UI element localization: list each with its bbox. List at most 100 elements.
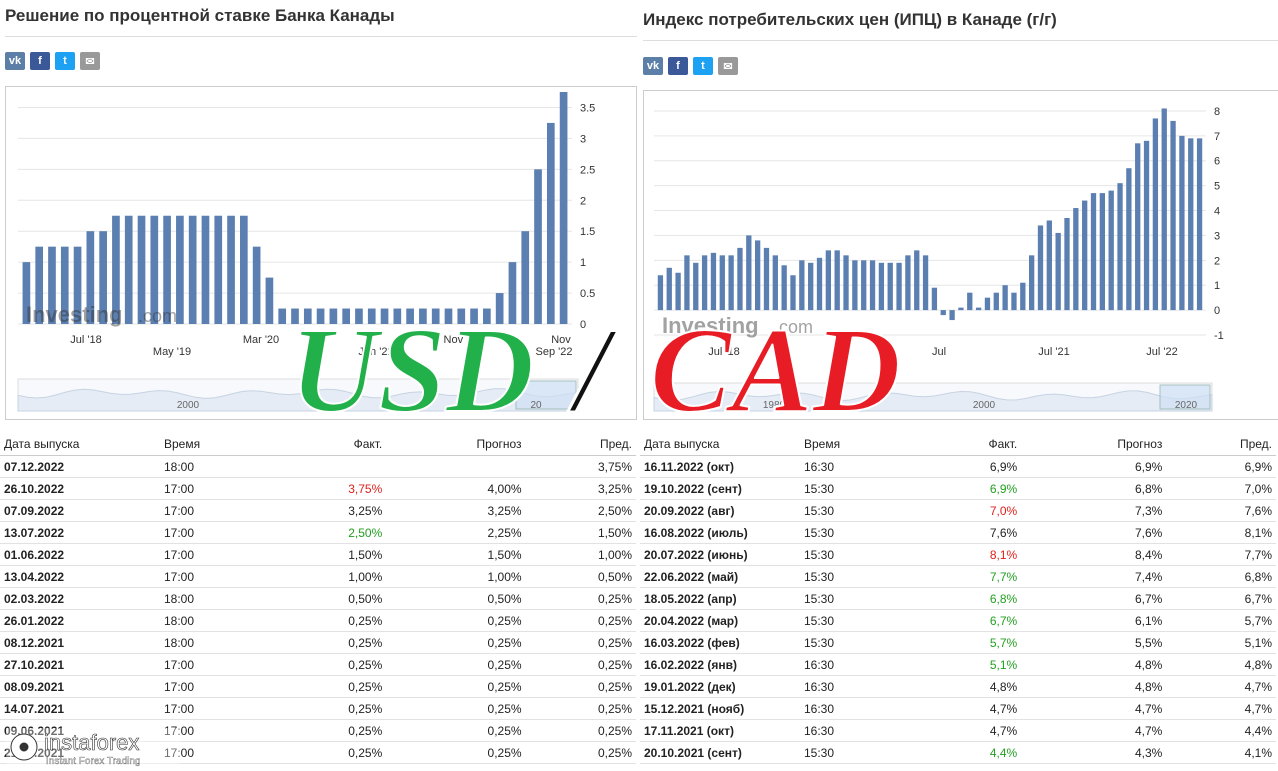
bar[interactable] <box>367 308 376 324</box>
bar[interactable] <box>993 292 999 311</box>
bar[interactable] <box>22 262 31 324</box>
bar[interactable] <box>781 265 787 311</box>
bar[interactable] <box>843 255 849 311</box>
bar[interactable] <box>657 275 664 311</box>
bar[interactable] <box>1188 138 1194 311</box>
column-header[interactable]: Пред. <box>1166 433 1276 456</box>
bar[interactable] <box>869 260 876 311</box>
bar[interactable] <box>508 262 517 324</box>
bar[interactable] <box>1126 168 1132 311</box>
bar[interactable] <box>834 250 840 311</box>
bar[interactable] <box>684 255 690 311</box>
bar[interactable] <box>719 255 725 311</box>
bar[interactable] <box>666 267 672 311</box>
bar[interactable] <box>1161 108 1167 311</box>
bar[interactable] <box>316 308 325 324</box>
facebook-icon[interactable]: f <box>30 52 50 70</box>
bar[interactable] <box>816 257 823 311</box>
bar[interactable] <box>754 240 761 311</box>
column-header[interactable]: Дата выпуска <box>0 433 160 456</box>
bar[interactable] <box>701 255 708 311</box>
bar[interactable] <box>176 215 184 324</box>
bar[interactable] <box>940 310 946 316</box>
bar[interactable] <box>278 308 287 324</box>
bar[interactable] <box>1135 143 1141 311</box>
bar[interactable] <box>329 308 338 324</box>
bar[interactable] <box>99 231 107 324</box>
bar[interactable] <box>949 310 955 321</box>
bar[interactable] <box>214 215 223 324</box>
bar[interactable] <box>931 287 938 311</box>
column-header[interactable]: Прогноз <box>386 433 526 456</box>
bar[interactable] <box>878 262 885 311</box>
bar[interactable] <box>444 308 453 324</box>
column-header[interactable]: Пред. <box>525 433 636 456</box>
bar[interactable] <box>137 215 146 324</box>
bar[interactable] <box>35 246 44 324</box>
facebook-icon[interactable]: f <box>668 57 688 75</box>
bar[interactable] <box>406 308 414 324</box>
bar[interactable] <box>1108 190 1114 311</box>
column-header[interactable]: Дата выпуска <box>640 433 800 456</box>
bar[interactable] <box>737 247 743 311</box>
navigator-selection[interactable] <box>1159 384 1211 410</box>
bar[interactable] <box>1090 193 1097 311</box>
bar[interactable] <box>922 255 929 311</box>
bar[interactable] <box>958 307 964 311</box>
bar[interactable] <box>188 215 197 324</box>
bar[interactable] <box>201 215 210 324</box>
bar[interactable] <box>693 262 699 311</box>
column-header[interactable]: Факт. <box>920 433 1022 456</box>
bar[interactable] <box>291 308 299 324</box>
bar[interactable] <box>227 215 235 324</box>
bar[interactable] <box>746 235 752 311</box>
column-header[interactable]: Факт. <box>275 433 387 456</box>
bar[interactable] <box>559 92 568 324</box>
bar[interactable] <box>431 308 440 324</box>
bar[interactable] <box>1037 225 1044 311</box>
bar[interactable] <box>825 250 832 311</box>
bar[interactable] <box>1117 183 1123 311</box>
column-header[interactable]: Прогноз <box>1021 433 1167 456</box>
bar[interactable] <box>252 246 261 324</box>
bar[interactable] <box>1152 118 1159 311</box>
bar[interactable] <box>1073 208 1079 311</box>
bar[interactable] <box>534 169 542 324</box>
bar[interactable] <box>790 275 796 311</box>
bar[interactable] <box>163 215 171 324</box>
vk-icon[interactable]: vk <box>5 52 25 70</box>
bar[interactable] <box>887 262 893 311</box>
bar[interactable] <box>1179 135 1185 311</box>
bar[interactable] <box>1170 120 1176 311</box>
bar[interactable] <box>419 308 427 324</box>
bar[interactable] <box>772 255 778 311</box>
bar[interactable] <box>470 308 478 324</box>
twitter-icon[interactable]: t <box>55 52 75 70</box>
bar[interactable] <box>1055 232 1061 311</box>
bar[interactable] <box>124 215 133 324</box>
bar[interactable] <box>675 272 681 311</box>
twitter-icon[interactable]: t <box>693 57 713 75</box>
bar[interactable] <box>799 260 805 311</box>
bar[interactable] <box>1046 220 1052 311</box>
bar[interactable] <box>112 215 120 324</box>
bar[interactable] <box>710 252 717 311</box>
bar[interactable] <box>265 277 274 324</box>
bar[interactable] <box>60 246 69 324</box>
bar[interactable] <box>483 308 491 324</box>
column-header[interactable]: Время <box>160 433 276 456</box>
bar[interactable] <box>728 255 734 311</box>
bar[interactable] <box>1099 193 1106 311</box>
bar[interactable] <box>303 308 312 324</box>
bar[interactable] <box>342 308 350 324</box>
bar[interactable] <box>521 231 530 324</box>
bar[interactable] <box>546 122 555 324</box>
bar[interactable] <box>1064 218 1070 311</box>
bar[interactable] <box>984 297 991 311</box>
bar[interactable] <box>457 308 466 324</box>
bar[interactable] <box>393 308 402 324</box>
mail-icon[interactable]: ✉ <box>80 52 100 70</box>
bar[interactable] <box>808 262 814 311</box>
bar[interactable] <box>896 262 902 311</box>
bar[interactable] <box>1143 140 1150 311</box>
